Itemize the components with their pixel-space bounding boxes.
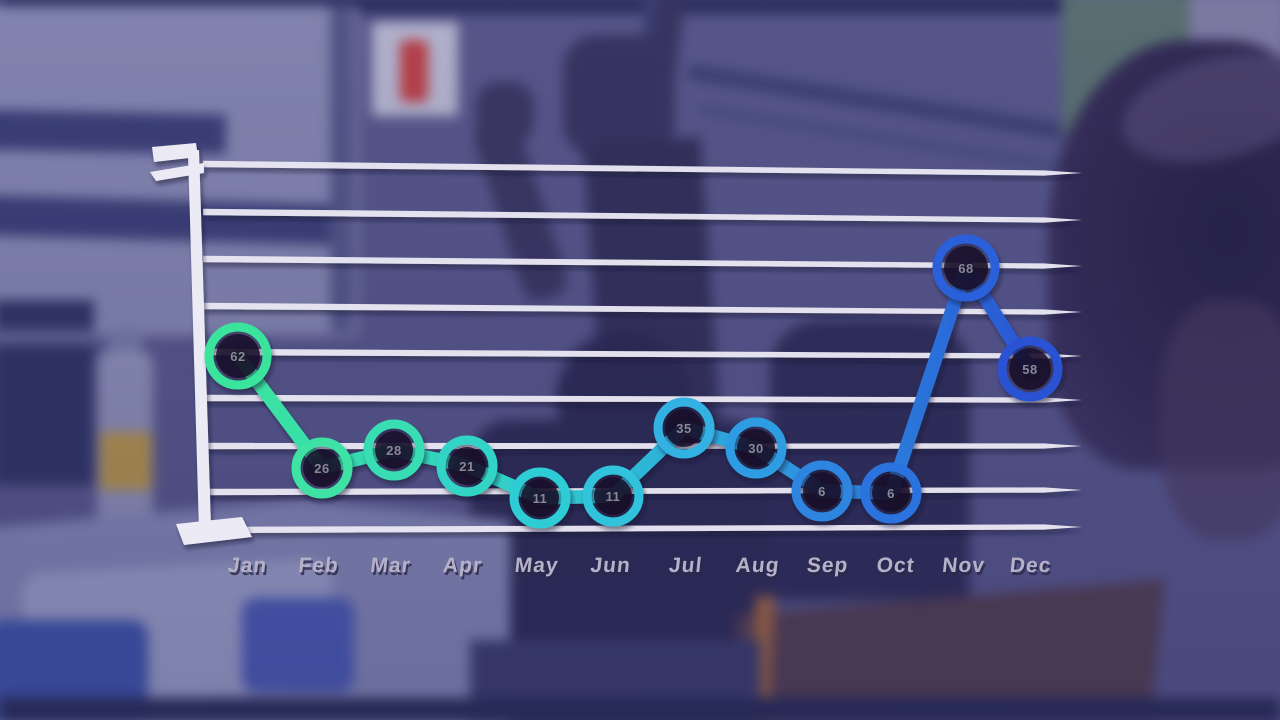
axis-bar: [188, 150, 211, 531]
point-value-label: 11: [533, 491, 548, 506]
point-value-shadow: 11: [534, 492, 549, 507]
point-value-shadow: 21: [460, 460, 475, 475]
point-value-shadow: 28: [387, 444, 402, 459]
month-label-shadow: Jan: [229, 557, 271, 580]
month-label-shadow: Aug: [736, 557, 782, 580]
point-value-label: 26: [314, 461, 329, 476]
month-label-shadow: Nov: [943, 557, 988, 580]
fire-extinguisher-icon: [400, 40, 428, 102]
point-value-label: 21: [459, 459, 474, 474]
point-value-label: 30: [748, 441, 763, 456]
point-value-shadow: 68: [959, 262, 974, 277]
point-value-shadow: 6: [888, 487, 896, 502]
axis-cap: [152, 143, 198, 162]
point-value-label: 62: [230, 349, 245, 364]
series-line: [231, 261, 1037, 505]
month-label-shadow: May: [515, 557, 561, 580]
whiteboard-edge: [330, 6, 354, 332]
chart-point: 66: [860, 462, 922, 524]
month-label: Feb: [297, 554, 340, 577]
month-label-shadow: Apr: [444, 557, 486, 580]
gridline: [203, 255, 1082, 269]
point-value-shadow: 6: [819, 485, 827, 500]
point-value-label: 6: [887, 486, 895, 501]
month-label: Oct: [875, 554, 915, 577]
month-label: Mar: [369, 554, 412, 577]
month-label-shadow: Jul: [669, 557, 705, 580]
axis-foot: [176, 517, 252, 545]
point-value-shadow: 26: [315, 462, 330, 477]
point-value-shadow: 62: [231, 350, 246, 365]
month-label-shadow: Dec: [1010, 557, 1054, 580]
point-value-label: 11: [606, 489, 621, 504]
month-label: Aug: [735, 554, 781, 577]
point-value-shadow: 11: [607, 490, 622, 505]
girl-face: [1160, 300, 1280, 540]
month-label: Apr: [442, 554, 484, 577]
raised-hand-silhouette: [563, 35, 675, 157]
gridline: [203, 394, 1082, 403]
month-label-shadow: Oct: [877, 557, 917, 580]
month-label: Jan: [227, 554, 269, 577]
point-value-label: 35: [676, 421, 691, 436]
month-label: Dec: [1009, 554, 1053, 577]
point-value-shadow: 35: [677, 422, 692, 437]
chart-point: 66: [791, 460, 853, 522]
point-value-label: 6: [818, 484, 826, 499]
gridline: [203, 160, 1082, 176]
y-axis: [150, 143, 252, 545]
month-label-shadow: Mar: [371, 557, 414, 580]
point-value-shadow: 30: [749, 442, 764, 457]
month-label-shadow: Jun: [591, 557, 634, 580]
point-value-shadow: 58: [1023, 363, 1038, 378]
point-value-label: 58: [1022, 362, 1037, 377]
month-label: Jun: [589, 554, 632, 577]
month-label: Jul: [668, 554, 704, 577]
pencil-case-blue: [242, 598, 354, 692]
gridline: [203, 524, 1082, 534]
side-table-edge: [0, 330, 94, 344]
month-label: Sep: [806, 554, 850, 577]
gridline: [203, 302, 1082, 315]
point-value-label: 28: [386, 443, 401, 458]
gridline: [203, 208, 1082, 223]
month-label-shadow: Feb: [299, 557, 342, 580]
point-value-label: 68: [958, 261, 973, 276]
floor-strip: [0, 698, 1280, 720]
month-label-shadow: Sep: [807, 557, 851, 580]
month-label: Nov: [941, 554, 986, 577]
gridline: [203, 348, 1082, 359]
month-label: May: [514, 554, 560, 577]
water-bottle-label: [100, 432, 152, 490]
